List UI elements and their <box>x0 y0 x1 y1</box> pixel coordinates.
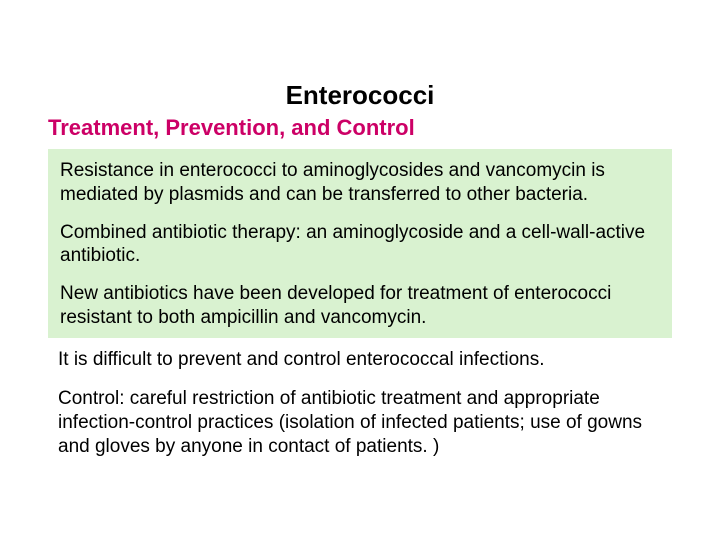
slide-container: Enterococci Treatment, Prevention, and C… <box>0 0 720 540</box>
body-paragraph: Control: careful restriction of antibiot… <box>58 387 672 458</box>
lower-text-block: It is difficult to prevent and control e… <box>58 348 672 459</box>
body-paragraph: It is difficult to prevent and control e… <box>58 348 672 372</box>
highlight-paragraph: New antibiotics have been developed for … <box>60 282 660 330</box>
highlight-box: Resistance in enterococci to aminoglycos… <box>48 149 672 338</box>
page-subtitle: Treatment, Prevention, and Control <box>48 115 720 141</box>
highlight-paragraph: Combined antibiotic therapy: an aminogly… <box>60 221 660 269</box>
page-title: Enterococci <box>0 80 720 111</box>
highlight-paragraph: Resistance in enterococci to aminoglycos… <box>60 159 660 207</box>
